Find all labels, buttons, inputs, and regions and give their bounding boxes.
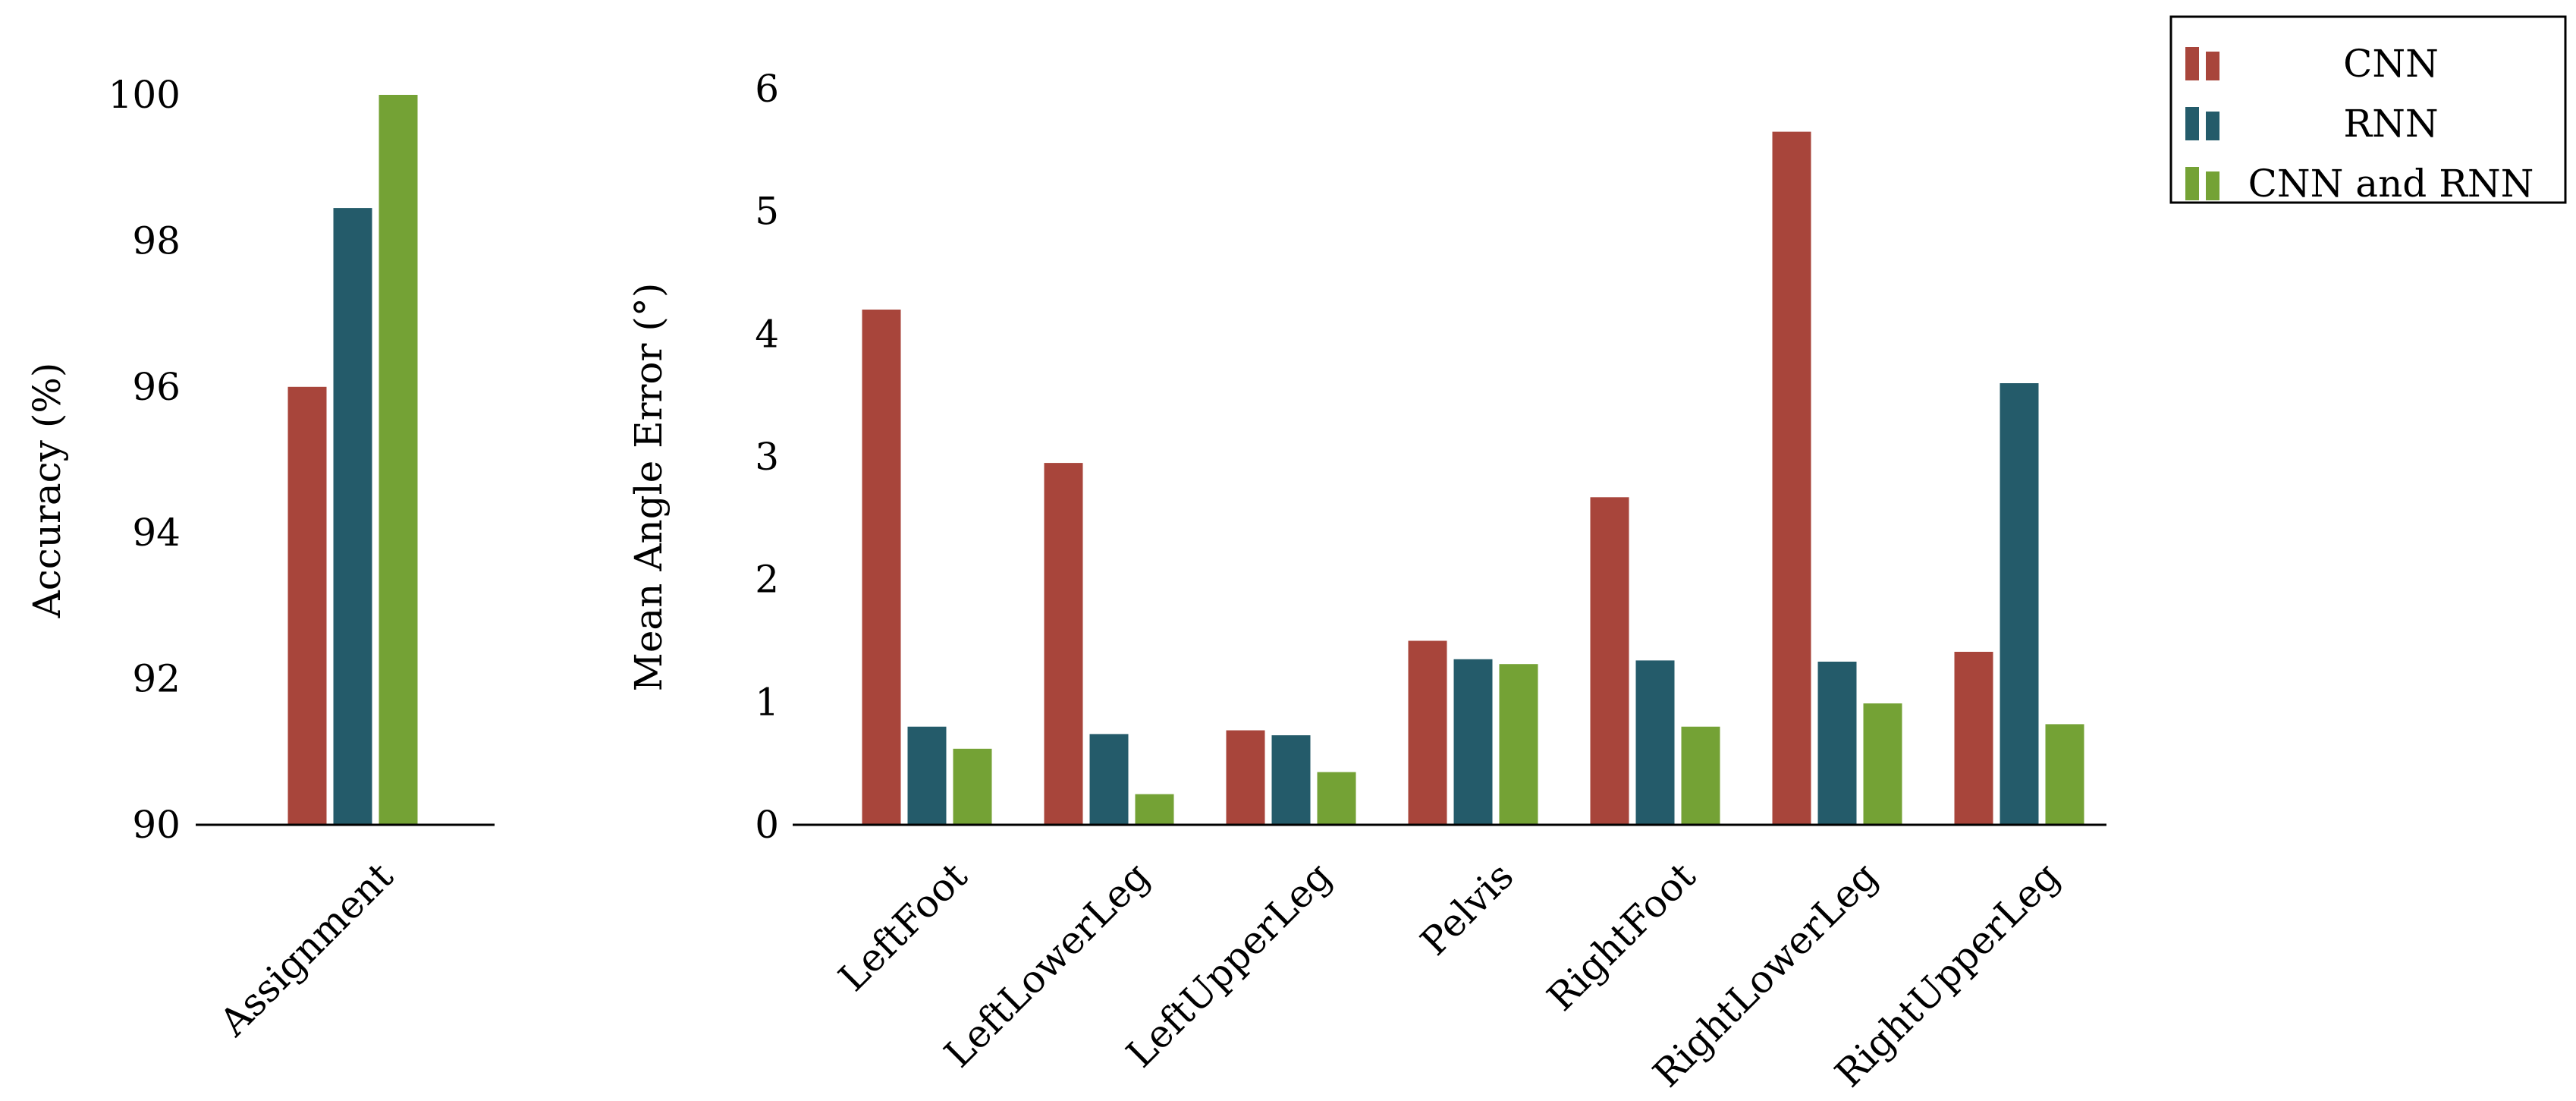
bar-leftfoot-cnn-and-rnn [953,748,992,825]
y-axis-label-2: Mean Angle Error (°) [627,283,671,692]
legend-swatch-cnn [2185,47,2199,80]
y-tick-label-1-96: 96 [132,365,181,409]
bar-rightupperleg-cnn [1954,652,1993,825]
y-tick-label-1-92: 92 [132,657,181,701]
y-tick-label-2-0: 0 [755,803,779,847]
x-tick-label-assignment: Assignment [211,854,402,1045]
bar-leftfoot-cnn [862,310,901,825]
y-tick-label-2-6: 6 [755,67,779,111]
x-tick-label-leftfoot: LeftFoot [830,854,975,999]
bar-leftlowerleg-cnn-and-rnn [1135,794,1174,825]
x-tick-label-pelvis: Pelvis [1412,854,1522,964]
y-tick-label-2-5: 5 [755,190,779,234]
bar-assignment-cnn-and-rnn [379,95,418,825]
bar-assignment-cnn [287,386,327,825]
bar-rightlowerleg-cnn-and-rnn [1863,703,1902,825]
y-tick-label-2-1: 1 [755,680,779,724]
bar-pelvis-cnn [1408,640,1447,825]
legend-swatch-cnn-and-rnn-2 [2206,171,2219,200]
bar-leftlowerleg-rnn [1089,734,1129,825]
bar-rightfoot-cnn [1590,497,1629,825]
legend-label-cnn-and-rnn: CNN and RNN [2248,162,2534,206]
y-tick-label-2-3: 3 [755,435,779,479]
bar-rightfoot-cnn-and-rnn [1681,726,1720,825]
legend-swatch-rnn-2 [2206,112,2219,140]
legend-box [2169,15,2567,204]
legend-swatch-rnn [2185,107,2199,140]
bar-rightlowerleg-rnn [1817,662,1857,825]
y-tick-label-1-94: 94 [132,511,181,555]
bar-leftlowerleg-cnn [1044,463,1083,825]
y-tick-label-2-4: 4 [755,312,779,356]
bar-assignment-rnn [333,208,372,826]
legend-label-cnn: CNN [2343,42,2439,86]
bar-leftupperleg-cnn [1226,730,1265,825]
x-tick-label-rightfoot: RightFoot [1539,854,1704,1019]
y-tick-label-1-100: 100 [108,73,181,117]
y-tick-label-1-90: 90 [132,803,181,847]
bar-pelvis-cnn-and-rnn [1499,664,1538,825]
bar-rightupperleg-cnn-and-rnn [2045,724,2084,825]
legend-label-rnn: RNN [2343,102,2438,146]
y-axis-label-1: Accuracy (%) [25,363,69,619]
bar-pelvis-rnn [1453,659,1493,826]
y-tick-label-1-98: 98 [132,219,181,263]
bar-leftupperleg-cnn-and-rnn [1317,772,1356,825]
legend-swatch-cnn-and-rnn [2185,167,2199,200]
y-tick-label-2-2: 2 [755,558,779,602]
bar-rightfoot-rnn [1635,660,1675,825]
bar-rightlowerleg-cnn [1772,131,1811,826]
bar-leftupperleg-rnn [1271,735,1311,825]
bar-rightupperleg-rnn [2000,383,2039,825]
legend-swatch-cnn-2 [2206,52,2219,80]
bar-leftfoot-rnn [907,726,947,825]
